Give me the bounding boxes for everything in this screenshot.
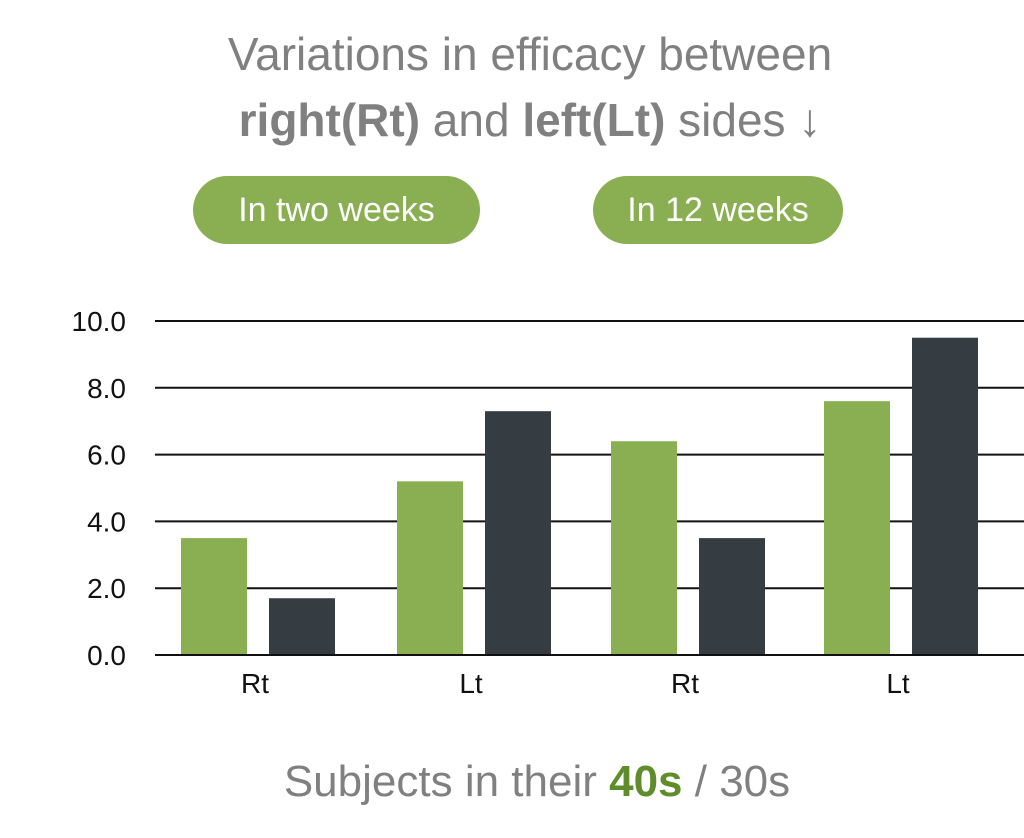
legend-pill-12-weeks: In 12 weeks xyxy=(593,176,843,244)
chart-title-line-2: right(Rt) and left(Lt) sides ↓ xyxy=(0,97,1024,143)
x-tick-label: Rt xyxy=(241,668,269,699)
y-tick-label: 10.0 xyxy=(72,306,127,337)
y-tick-label: 0.0 xyxy=(87,640,126,671)
chart-title-line-1: Variations in efficacy between xyxy=(0,31,1024,77)
title-sides-text: sides ↓ xyxy=(665,94,822,146)
y-tick-label: 6.0 xyxy=(87,440,126,471)
bar xyxy=(397,481,463,655)
y-tick-label: 2.0 xyxy=(87,573,126,604)
bar-chart: 0.0 2.0 4.0 6.0 8.0 10.0 Rt Lt Rt Lt xyxy=(72,306,1024,699)
bar xyxy=(485,411,551,655)
footer-suffix: / 30s xyxy=(682,757,791,806)
bar xyxy=(824,401,890,655)
title-right-label: right(Rt) xyxy=(238,94,421,146)
y-tick-label: 8.0 xyxy=(87,373,126,404)
legend-pill-two-weeks: In two weeks xyxy=(193,176,480,244)
chart-footer: Subjects in their 40s / 30s xyxy=(0,760,1024,804)
legend-pill-two-weeks-label: In two weeks xyxy=(238,191,435,229)
footer-highlight-40s: 40s xyxy=(609,757,683,806)
footer-prefix: Subjects in their xyxy=(283,757,610,806)
x-tick-label: Rt xyxy=(671,668,699,699)
title-and-text: and xyxy=(420,94,523,146)
bar xyxy=(611,441,677,655)
bar xyxy=(269,598,335,655)
bar xyxy=(699,538,765,655)
x-tick-label: Lt xyxy=(459,668,483,699)
title-left-label: left(Lt) xyxy=(522,94,666,146)
legend-pill-12-weeks-label: In 12 weeks xyxy=(627,191,809,229)
title-line-1-text: Variations in efficacy between xyxy=(227,28,833,80)
y-tick-label: 4.0 xyxy=(87,506,126,537)
bar xyxy=(912,337,978,655)
x-tick-label: Lt xyxy=(886,668,910,699)
bar xyxy=(181,538,247,655)
